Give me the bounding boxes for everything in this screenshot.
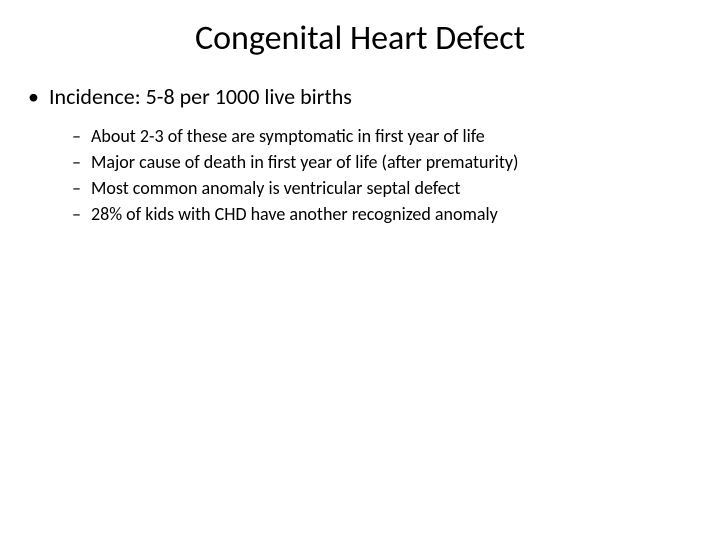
bullet-level-2: – Most common anomaly is ventricular sep… xyxy=(72,176,720,200)
bullet-text: Incidence: 5-8 per 1000 live births xyxy=(49,83,352,112)
bullet-text: 28% of kids with CHD have another recogn… xyxy=(91,202,498,226)
bullet-text: Major cause of death in first year of li… xyxy=(91,150,519,174)
bullet-marker: – xyxy=(72,202,81,226)
slide: Congenital Heart Defect • Incidence: 5-8… xyxy=(0,0,720,540)
slide-content: • Incidence: 5-8 per 1000 live births – … xyxy=(0,83,720,227)
bullet-marker: • xyxy=(28,83,39,112)
bullet-marker: – xyxy=(72,124,81,148)
sub-bullet-list: – About 2-3 of these are symptomatic in … xyxy=(28,122,720,227)
slide-title: Congenital Heart Defect xyxy=(0,18,720,59)
bullet-text: Most common anomaly is ventricular septa… xyxy=(91,176,460,200)
bullet-marker: – xyxy=(72,176,81,200)
bullet-level-2: – About 2-3 of these are symptomatic in … xyxy=(72,124,720,148)
bullet-level-2: – 28% of kids with CHD have another reco… xyxy=(72,202,720,226)
bullet-text: About 2-3 of these are symptomatic in fi… xyxy=(91,124,485,148)
bullet-level-2: – Major cause of death in first year of … xyxy=(72,150,720,174)
bullet-marker: – xyxy=(72,150,81,174)
bullet-level-1: • Incidence: 5-8 per 1000 live births xyxy=(28,83,720,112)
